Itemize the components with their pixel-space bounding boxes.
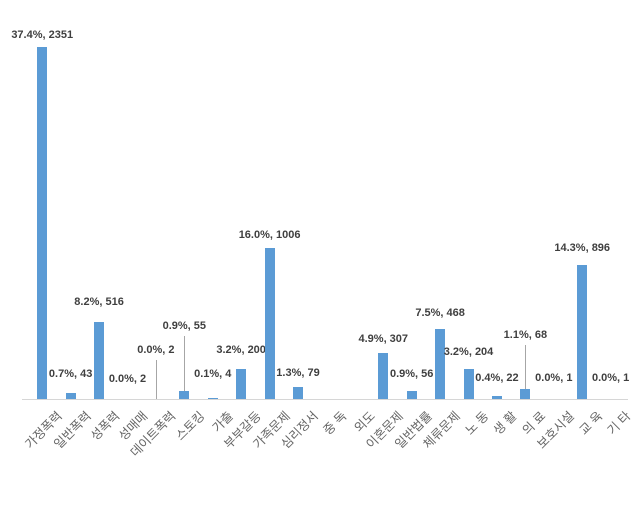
category-slot: 0.1%, 4 가출 xyxy=(194,0,236,435)
category-slot: 0.4%, 22 생 활 xyxy=(475,0,520,438)
bar xyxy=(491,395,502,399)
x-axis-label: 스토킹 xyxy=(172,409,208,444)
data-label: 1.1%, 68 xyxy=(503,328,548,341)
bar xyxy=(65,392,76,399)
category-slot: 1.1%, 68 의 료 xyxy=(504,0,549,438)
x-axis-label: 교 육 xyxy=(576,409,606,438)
category-slot: 8.2%, 516 성폭력 xyxy=(74,0,124,444)
bar xyxy=(264,248,275,399)
bar xyxy=(37,47,48,399)
category-slot: 0.0%, 2 데이트폭력 xyxy=(128,0,179,460)
bar xyxy=(520,388,531,399)
bar xyxy=(179,390,190,399)
category-slot: 중 독 xyxy=(312,0,350,438)
category-slot: 1.3%, 79 심리정서 xyxy=(276,0,321,451)
x-axis-label: 기 타 xyxy=(604,409,634,438)
category-slot: 4.9%, 307 이혼문제 xyxy=(358,0,408,451)
bar xyxy=(577,264,588,399)
category-slot: 14.3%, 896 교 육 xyxy=(554,0,610,438)
data-label: 0.9%, 55 xyxy=(162,319,207,332)
bar xyxy=(435,328,446,399)
category-slot: 0.9%, 56 일반법률 xyxy=(390,0,435,452)
category-slot: 3.2%, 200 부부갈등 xyxy=(216,0,266,451)
leader-line xyxy=(155,359,157,399)
data-label: 0.9%, 56 xyxy=(389,367,434,380)
bar xyxy=(293,387,303,399)
category-slot: 3.2%, 204 노 동 xyxy=(444,0,494,438)
x-axis-label: 노 동 xyxy=(462,409,492,438)
data-label: 0.0%, 2 xyxy=(108,372,147,385)
bar xyxy=(406,390,417,399)
data-label: 8.2%, 516 xyxy=(74,295,124,308)
data-label: 1.3%, 79 xyxy=(276,367,320,380)
data-label: 16.0%, 1006 xyxy=(238,229,301,242)
data-label: 0.4%, 22 xyxy=(475,371,519,384)
category-slot: 7.5%, 468 체류문제 xyxy=(415,0,465,452)
x-axis-label: 중 독 xyxy=(320,409,350,438)
data-label: 14.3%, 896 xyxy=(554,241,611,254)
category-slot: 0.0%, 2 성매매 xyxy=(109,0,151,444)
data-label: 0.1%, 4 xyxy=(194,368,232,381)
data-label: 7.5%, 468 xyxy=(415,306,465,319)
plot-area: 37.4%, 2351 가정폭력 0.7%, 43 일반폭력 8.2%, 516 성폭력 0… xyxy=(11,0,634,460)
data-label: 0.0%, 1 xyxy=(535,371,573,384)
category-slot: 0.0%, 1 기 타 xyxy=(592,0,634,438)
category-slot: 16.0%, 1006 가족문제 xyxy=(239,0,301,451)
data-label: 0.0%, 2 xyxy=(137,343,175,356)
category-slot: 0.7%, 43 일반폭력 xyxy=(49,0,94,452)
leader-line xyxy=(184,335,186,391)
bar xyxy=(236,369,247,399)
bar xyxy=(207,398,218,399)
bar xyxy=(378,353,389,399)
category-slot: 0.0%, 1 보호시설 xyxy=(534,0,576,452)
x-axis-label: 성폭력 xyxy=(87,409,122,444)
x-axis-label: 생 활 xyxy=(491,409,520,438)
data-label: 3.2%, 204 xyxy=(443,345,494,358)
data-label: 37.4%, 2351 xyxy=(11,29,74,41)
data-label: 3.2%, 200 xyxy=(216,344,266,357)
leader-line xyxy=(525,344,527,389)
bar xyxy=(463,368,474,399)
data-label: 4.9%, 307 xyxy=(358,333,409,345)
category-slot: 0.9%, 55 스토킹 xyxy=(163,0,208,443)
data-label: 0.0%, 1 xyxy=(591,371,630,384)
data-label: 0.7%, 43 xyxy=(48,367,93,380)
category-slot: 37.4%, 2351 가정폭력 xyxy=(11,0,73,451)
bar xyxy=(94,321,105,399)
x-axis-line xyxy=(22,399,628,400)
